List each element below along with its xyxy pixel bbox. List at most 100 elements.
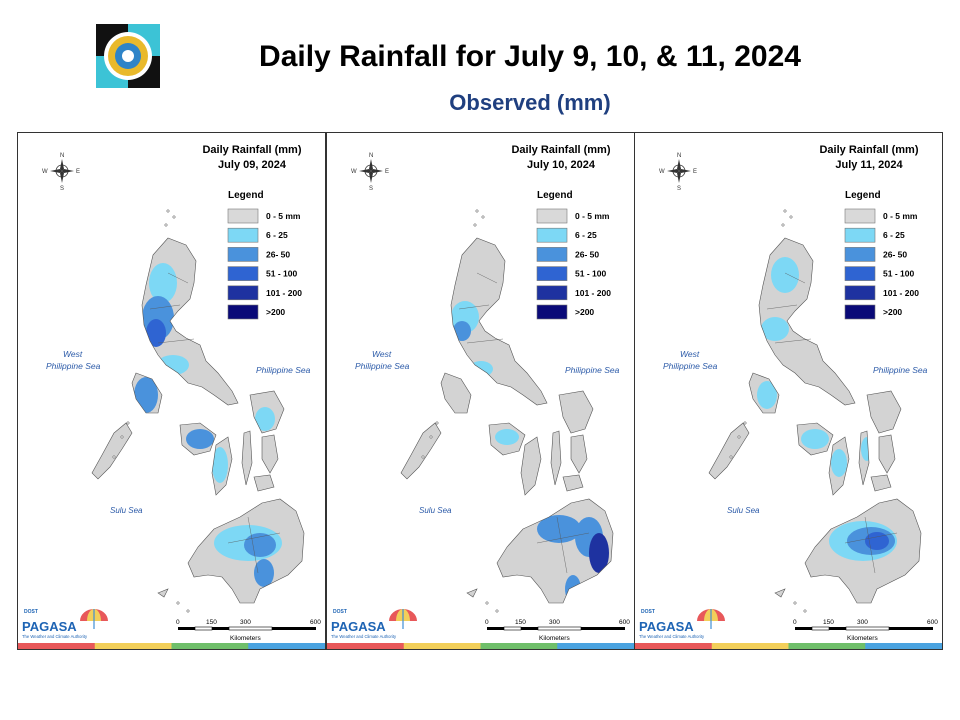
legend-label: 101 - 200 [266,288,302,298]
island-outline [828,436,850,496]
island-sulu [467,589,477,597]
branding-name: PAGASA [331,619,386,634]
islet [120,435,124,439]
sea-label-south: Sulu Sea [110,506,143,515]
legend-label: 51 - 100 [266,269,297,279]
legend-swatch [536,208,568,224]
legend-swatch [536,227,568,243]
island-outline [249,390,285,434]
branding-dost: DOST [24,609,38,615]
panel-title: Daily Rainfall (mm) July 11, 2024 [803,143,935,173]
legend-swatch [536,285,568,301]
sea-label-west-line1: West [680,349,700,359]
branding-dost: DOST [641,609,655,615]
islet [743,421,747,425]
legend-label: 26- 50 [266,249,290,259]
sea-label-east: Philippine Sea [873,365,928,375]
island-outline [141,237,239,406]
island-outline [562,474,584,492]
islet [803,609,807,613]
sea-label-south: Sulu Sea [727,506,760,515]
sea-label-west-line2: Philippine Sea [46,361,101,371]
scale-unit-label: Kilometers [539,635,570,642]
sea-label-west-line2: Philippine Sea [355,361,410,371]
island-samar [559,391,593,433]
compass-w-label: W [659,169,665,175]
island-outline [466,588,478,598]
legend-swatch [844,247,876,262]
island-outline [870,474,892,492]
island-outline [400,422,442,480]
island-outline [187,498,305,604]
scale-tick-label: 150 [823,619,834,626]
scale-unit-label: Kilometers [847,635,878,642]
province-boundary [844,532,898,544]
province-boundary [476,272,498,284]
province-boundary [247,516,259,574]
rainfall-area [565,575,581,603]
island-outline [157,588,169,598]
legend-swatch [844,208,876,224]
sea-label-east: Philippine Sea [256,365,311,375]
compass-s-label: S [677,186,681,192]
island-mindoro [441,373,471,413]
panel-title: Daily Rainfall (mm) July 09, 2024 [186,143,318,173]
legend-title: Legend [228,190,264,201]
island-outline [858,430,870,486]
province-boundary [784,272,806,284]
compass-w-label: W [351,169,357,175]
branding-name: PAGASA [639,619,694,634]
islet [435,421,439,425]
rainfall-area [186,429,214,449]
compass-e-label: E [76,169,80,175]
scale-tick-label: 600 [927,619,938,626]
island-outline [866,390,902,434]
scale-tick-label: 600 [619,619,630,626]
islet [485,601,489,605]
island-outline [496,498,614,604]
rainfall-area [761,317,789,341]
province-boundary [227,532,281,544]
rainfall-area [255,407,275,431]
island-sulu [775,589,785,597]
branding-dost: DOST [333,609,347,615]
legend-swatch [844,266,876,281]
islet [421,455,425,459]
islet [176,601,180,605]
island-leyte [879,435,895,473]
panel-title-line1: Daily Rainfall (mm) [511,144,611,156]
scale-bar [487,626,625,631]
compass-s-label: S [60,186,64,192]
legend-swatch [227,227,259,243]
legend-swatch [227,304,259,320]
islet [781,223,785,227]
island-outline [774,588,786,598]
compass-rose-icon [50,159,74,183]
scale-tick-label: 150 [515,619,526,626]
island-outline [91,422,133,480]
philippines-rainfall-map: N S W E West Philippine Sea Philippine Sea Sulu… [327,153,634,649]
compass-w-label: W [42,169,48,175]
sea-label-east: Philippine Sea [565,365,620,375]
islet [783,209,787,213]
island-samar [867,391,901,433]
island-outline [241,430,253,486]
panel-title-line1: Daily Rainfall (mm) [819,144,919,156]
islet [172,215,176,219]
branding-tagline: The Weather and Climate Authority [331,634,397,639]
compass-n-label: N [369,153,373,159]
province-boundary [167,272,189,284]
province-boundary [458,304,490,310]
rainfall-area [157,355,189,375]
island-palawan [92,423,132,479]
legend-swatch [227,208,259,224]
islet [793,601,797,605]
pagasa-umbrella-logo [697,609,725,629]
rainfall-layer [134,263,282,587]
panel-title-date: July 09, 2024 [218,159,286,171]
rainfall-area [865,532,889,550]
scale-tick-label: 300 [857,619,868,626]
legend-label: 0 - 5 mm [266,211,301,221]
panel-title-date: July 10, 2024 [527,159,595,171]
islet [495,609,499,613]
